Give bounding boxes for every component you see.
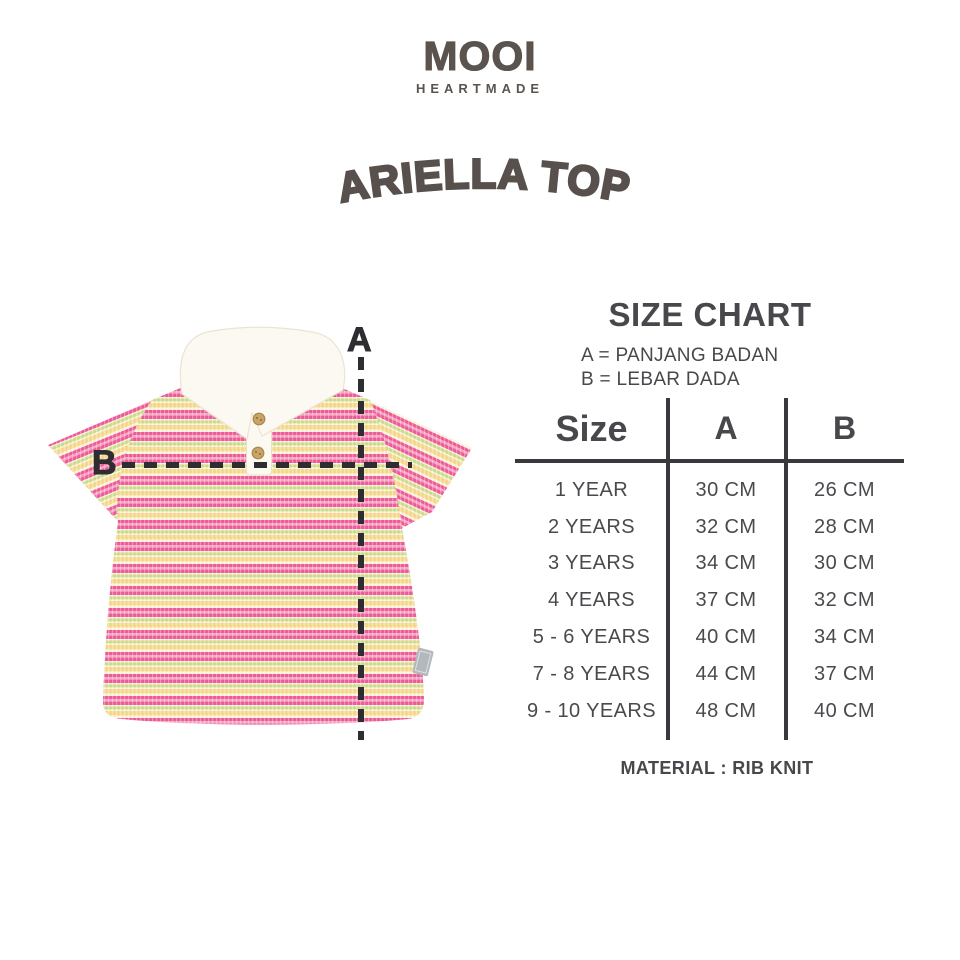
table-divider-1 — [666, 398, 670, 740]
table-divider-2 — [784, 398, 788, 740]
table-row: 9 - 10 YEARS 48 CM 40 CM — [515, 693, 905, 730]
shirt-button-top — [252, 412, 266, 426]
column-header-b: B — [832, 410, 857, 446]
a-cell: 40 CM — [695, 626, 757, 649]
product-title-arc: ARIELLA TOP — [333, 149, 635, 213]
product-image-shirt — [48, 326, 472, 725]
size-cell: 7 - 8 YEARS — [532, 662, 651, 685]
size-cell: 5 - 6 YEARS — [532, 626, 651, 649]
brand-name: MOOI — [423, 33, 537, 79]
svg-text:ARIELLA TOP: ARIELLA TOP — [334, 150, 634, 211]
table-row: 4 YEARS 37 CM 32 CM — [515, 582, 905, 619]
legend-item-a: A = PANJANG BADAN — [581, 345, 779, 366]
size-table-header: Size A B — [515, 398, 905, 459]
b-cell: 34 CM — [814, 626, 875, 649]
product-title: ARIELLA TOP — [333, 149, 635, 213]
size-chart-legend: A = PANJANG BADAN B = LEBAR DADA — [581, 344, 778, 391]
size-cell: 1 YEAR — [554, 478, 629, 501]
a-cell: 34 CM — [695, 552, 757, 575]
b-cell: 28 CM — [814, 515, 875, 538]
column-header-a: A — [714, 410, 738, 446]
a-cell: 44 CM — [695, 662, 757, 685]
size-cell: 9 - 10 YEARS — [527, 699, 656, 722]
a-cell: 32 CM — [695, 515, 757, 538]
table-row: 1 YEAR 30 CM 26 CM — [515, 472, 905, 509]
material-note: MATERIAL : RIB KNIT — [620, 758, 814, 778]
table-header-rule — [515, 459, 904, 463]
care-tag — [412, 647, 434, 677]
size-table-rows: 1 YEAR 30 CM 26 CM 2 YEARS 32 CM 28 CM 3… — [515, 472, 905, 730]
b-cell: 40 CM — [814, 699, 875, 722]
measure-line-b — [122, 462, 412, 468]
shirt-collar — [179, 326, 346, 441]
b-cell: 30 CM — [814, 552, 875, 575]
column-header-size: Size — [555, 407, 628, 449]
size-cell: 2 YEARS — [548, 515, 635, 538]
b-cell: 32 CM — [814, 589, 875, 612]
brand-tagline: HEARTMADE — [415, 81, 545, 96]
table-row: 5 - 6 YEARS 40 CM 34 CM — [515, 619, 905, 656]
table-row: 7 - 8 YEARS 44 CM 37 CM — [515, 656, 905, 693]
b-cell: 26 CM — [814, 478, 875, 501]
size-cell: 4 YEARS — [548, 589, 635, 612]
table-row: 3 YEARS 34 CM 30 CM — [515, 546, 905, 583]
measure-label-a: A — [347, 321, 373, 359]
table-row: 2 YEARS 32 CM 28 CM — [515, 509, 905, 546]
size-cell: 3 YEARS — [548, 552, 635, 575]
a-cell: 37 CM — [695, 589, 757, 612]
size-table: Size A B 1 YEAR 30 CM 26 CM 2 YEARS 32 C… — [515, 398, 905, 740]
shirt-body — [102, 373, 424, 725]
measure-line-a — [358, 357, 364, 740]
a-cell: 30 CM — [695, 478, 757, 501]
legend-item-b: B = LEBAR DADA — [581, 368, 740, 390]
shirt-button-bottom — [251, 446, 265, 460]
a-cell: 48 CM — [695, 699, 757, 722]
measure-label-b: B — [92, 444, 118, 482]
size-chart-heading: SIZE CHART — [608, 296, 812, 333]
b-cell: 37 CM — [814, 662, 875, 685]
brand-logo: MOOI HEARTMADE — [0, 33, 960, 96]
